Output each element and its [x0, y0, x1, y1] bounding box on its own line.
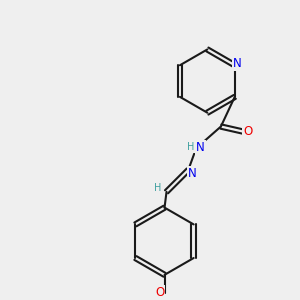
Text: N: N	[188, 167, 197, 181]
Text: N: N	[196, 141, 205, 154]
Text: H: H	[187, 142, 194, 152]
Text: H: H	[154, 183, 161, 193]
Text: N: N	[233, 57, 242, 70]
Text: O: O	[243, 125, 252, 138]
Text: O: O	[155, 286, 164, 299]
